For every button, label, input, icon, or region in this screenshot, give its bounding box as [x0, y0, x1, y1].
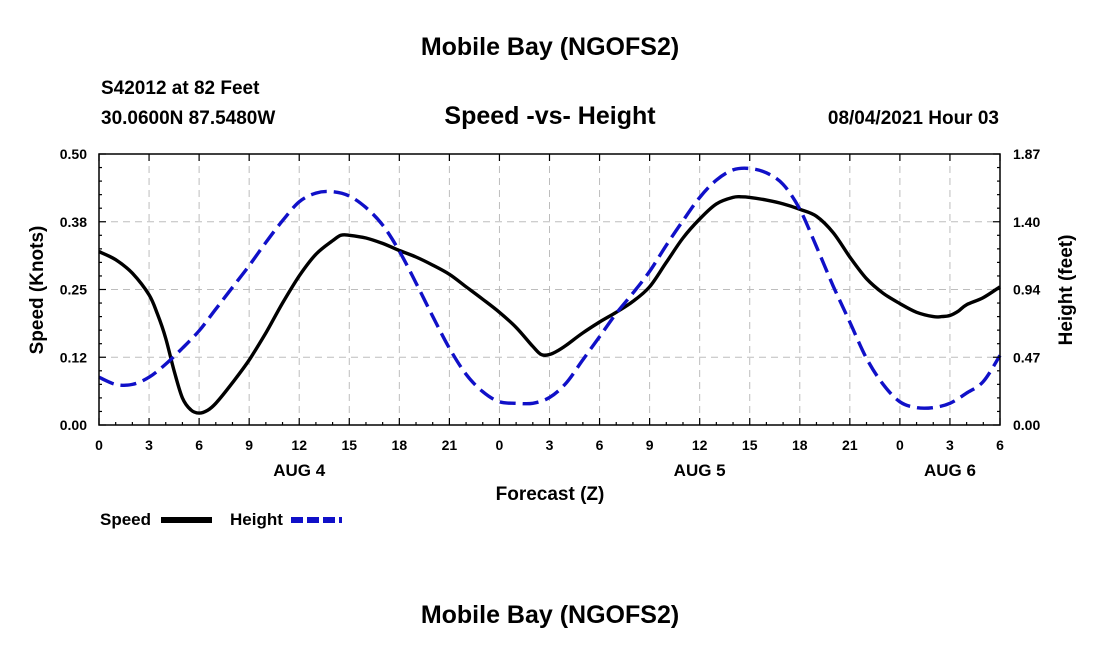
- x-tick-label: 15: [742, 437, 758, 453]
- x-tick-label: 6: [195, 437, 203, 453]
- date-label: AUG 4: [273, 461, 326, 480]
- y-axis-left-label: Speed (Knots): [27, 226, 48, 355]
- datetime-label: 08/04/2021 Hour 03: [828, 108, 999, 129]
- y-right-tick-label: 0.00: [1013, 417, 1040, 433]
- legend-speed-label: Speed: [100, 510, 151, 529]
- date-label: AUG 5: [674, 461, 726, 480]
- axis-ticks: 0 3 6 9 12 15 18 21 0 3 6 9 12 15 18 21 0 3 6 0.00 0.12 0.25 0…: [60, 146, 1041, 480]
- y-right-tick-label: 0.47: [1013, 349, 1040, 365]
- bottom-title: Mobile Bay (NGOFS2): [421, 601, 679, 629]
- x-tick-label: 6: [996, 437, 1004, 453]
- coords-label: 30.0600N 87.5480W: [101, 108, 275, 129]
- x-tick-label: 12: [692, 437, 708, 453]
- series-lines: [98, 166, 1002, 415]
- y-axis-right-label: Height (feet): [1056, 235, 1077, 346]
- y-left-tick-label: 0.25: [60, 282, 87, 298]
- chart-subtitle: Speed -vs- Height: [444, 102, 656, 130]
- date-label: AUG 6: [924, 461, 976, 480]
- y-left-tick-label: 0.12: [60, 349, 87, 365]
- grid-lines: [99, 154, 1000, 425]
- x-tick-label: 0: [496, 437, 504, 453]
- y-right-tick-label: 0.94: [1013, 282, 1040, 298]
- x-axis-label: Forecast (Z): [496, 484, 605, 505]
- series-line-speed: [98, 194, 1001, 415]
- x-tick-label: 21: [442, 437, 458, 453]
- x-tick-label: 18: [392, 437, 408, 453]
- x-tick-label: 18: [792, 437, 808, 453]
- station-label: S42012 at 82 Feet: [101, 78, 260, 99]
- y-left-tick-label: 0.50: [60, 146, 87, 162]
- x-tick-label: 3: [946, 437, 954, 453]
- x-tick-label: 12: [291, 437, 307, 453]
- x-tick-label: 6: [596, 437, 604, 453]
- y-left-tick-label: 0.00: [60, 417, 87, 433]
- top-title: Mobile Bay (NGOFS2): [421, 33, 679, 61]
- x-tick-label: 9: [646, 437, 654, 453]
- legend-height-label: Height: [230, 510, 283, 529]
- x-tick-label: 15: [341, 437, 357, 453]
- y-right-tick-label: 1.87: [1013, 146, 1040, 162]
- y-right-tick-label: 1.40: [1013, 214, 1040, 230]
- y-left-tick-label: 0.38: [60, 214, 87, 230]
- x-tick-label: 3: [145, 437, 153, 453]
- x-tick-label: 9: [245, 437, 253, 453]
- x-tick-label: 0: [896, 437, 904, 453]
- x-tick-label: 21: [842, 437, 858, 453]
- legend: Speed Height: [100, 510, 342, 529]
- x-tick-label: 3: [546, 437, 554, 453]
- x-tick-label: 0: [95, 437, 103, 453]
- series-line-height: [98, 166, 1002, 410]
